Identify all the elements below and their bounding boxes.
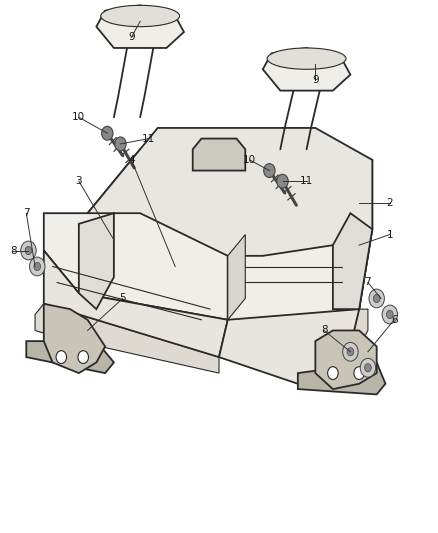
Text: 11: 11 xyxy=(300,176,313,186)
Text: 1: 1 xyxy=(386,230,393,239)
Polygon shape xyxy=(298,362,385,394)
Circle shape xyxy=(386,310,393,319)
Text: 7: 7 xyxy=(23,208,30,218)
Text: 9: 9 xyxy=(312,75,319,85)
Polygon shape xyxy=(350,309,368,346)
Text: 2: 2 xyxy=(386,198,393,207)
Circle shape xyxy=(34,262,41,271)
Circle shape xyxy=(369,289,385,308)
Circle shape xyxy=(29,257,45,276)
Text: 7: 7 xyxy=(364,278,371,287)
Circle shape xyxy=(364,364,371,372)
Polygon shape xyxy=(79,128,372,336)
Polygon shape xyxy=(193,139,245,171)
Circle shape xyxy=(21,241,36,260)
Circle shape xyxy=(102,126,113,140)
Text: 4: 4 xyxy=(128,155,135,165)
Polygon shape xyxy=(79,213,114,309)
Circle shape xyxy=(56,351,67,364)
Text: 11: 11 xyxy=(142,134,155,143)
Polygon shape xyxy=(228,245,359,336)
Circle shape xyxy=(360,358,376,377)
Circle shape xyxy=(277,174,288,188)
Circle shape xyxy=(264,164,275,177)
Polygon shape xyxy=(263,48,350,91)
Circle shape xyxy=(25,246,32,255)
Polygon shape xyxy=(228,235,245,320)
Text: 10: 10 xyxy=(243,155,256,165)
Text: 8: 8 xyxy=(10,246,17,255)
Text: 5: 5 xyxy=(119,294,126,303)
Ellipse shape xyxy=(267,48,346,69)
Circle shape xyxy=(347,348,354,356)
Polygon shape xyxy=(44,213,228,320)
Polygon shape xyxy=(44,304,105,373)
Circle shape xyxy=(382,305,398,324)
Circle shape xyxy=(328,367,338,379)
Polygon shape xyxy=(333,213,372,309)
Circle shape xyxy=(373,294,380,303)
Polygon shape xyxy=(79,128,372,336)
Polygon shape xyxy=(219,309,359,384)
Circle shape xyxy=(115,137,126,151)
Circle shape xyxy=(343,342,358,361)
Polygon shape xyxy=(35,304,219,373)
Text: 6: 6 xyxy=(391,315,398,325)
Polygon shape xyxy=(44,251,228,357)
Circle shape xyxy=(354,367,364,379)
Polygon shape xyxy=(315,330,377,389)
Circle shape xyxy=(78,351,88,364)
Text: 9: 9 xyxy=(128,33,135,42)
Text: 10: 10 xyxy=(72,112,85,122)
Ellipse shape xyxy=(101,5,180,27)
Polygon shape xyxy=(26,341,114,373)
Polygon shape xyxy=(96,5,184,48)
Text: 8: 8 xyxy=(321,326,328,335)
Text: 3: 3 xyxy=(75,176,82,186)
